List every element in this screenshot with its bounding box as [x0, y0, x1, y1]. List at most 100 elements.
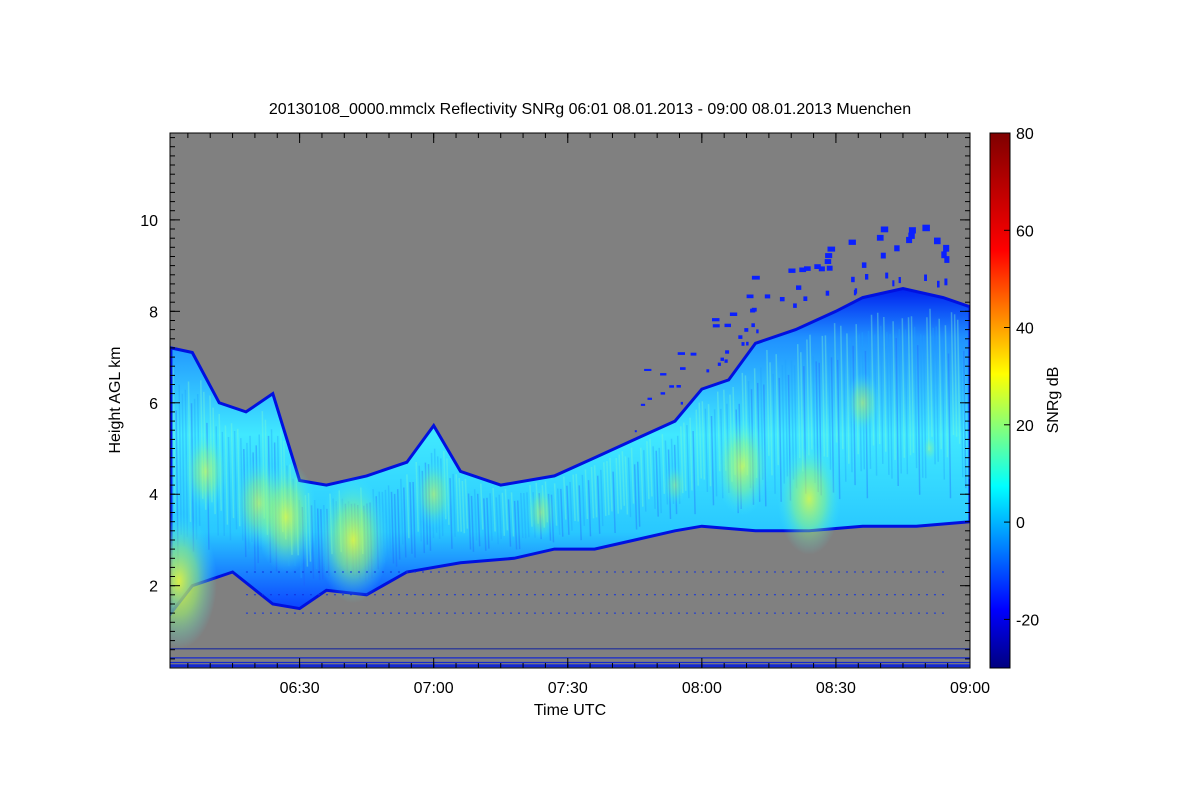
ice-speckle [814, 264, 821, 269]
echo-streak [640, 447, 644, 507]
ice-speckle [647, 397, 652, 400]
echo-streak [455, 474, 459, 532]
ice-speckle [937, 280, 940, 288]
ice-speckle [880, 226, 889, 233]
echo-streak [766, 349, 770, 456]
colorbar-scale [989, 132, 1011, 669]
ice-speckle [751, 307, 757, 312]
ice-speckle [892, 280, 895, 287]
ice-speckle [712, 318, 720, 322]
ice-speckle [934, 237, 941, 245]
colorbar-tick-label: 40 [1016, 321, 1034, 338]
reflectivity-cell [525, 485, 557, 540]
ice-speckle [944, 256, 950, 263]
ice-speckle [677, 352, 685, 355]
echo-streak [390, 491, 395, 564]
echo-streak [692, 430, 696, 515]
reflectivity-cell [170, 513, 217, 649]
ice-speckle [876, 234, 884, 241]
echo-streak [833, 323, 838, 443]
echo-streak [898, 329, 902, 474]
ice-speckle [824, 259, 832, 264]
echo-streak [520, 492, 524, 539]
echo-streak [643, 450, 647, 512]
ice-speckle [725, 350, 730, 354]
echo-streak [624, 456, 629, 515]
ice-speckle [793, 303, 797, 308]
echo-streak [926, 317, 930, 451]
echo-streak [920, 334, 924, 478]
ice-speckle [660, 373, 667, 376]
echo-streak [704, 408, 709, 493]
echo-streak [960, 342, 964, 478]
x-axis-label: Time UTC [534, 702, 606, 719]
echo-streak [910, 316, 915, 453]
y-tick-label: 8 [149, 304, 158, 321]
ice-speckle [906, 236, 913, 244]
x-tick-label: 08:00 [682, 680, 722, 697]
echo-streak [618, 454, 622, 510]
ice-speckle [826, 265, 833, 271]
echo-streak [498, 494, 502, 540]
echo-streak [556, 488, 561, 535]
echo-streak [578, 485, 582, 541]
ice-speckle [746, 341, 749, 346]
echo-streak [938, 318, 942, 450]
plot-frame [169, 132, 971, 669]
x-tick-label: 09:00 [950, 680, 990, 697]
echo-streak [596, 475, 601, 534]
echo-layer [170, 224, 970, 649]
echo-streak [590, 466, 595, 519]
reflectivity-cell [663, 465, 687, 506]
echo-streak [464, 478, 469, 529]
ice-speckle [676, 385, 681, 388]
echo-streak [710, 415, 715, 506]
ice-speckle [640, 403, 646, 406]
echo-streak [880, 325, 884, 464]
echo-streak [655, 450, 659, 517]
ice-speckle [898, 277, 901, 284]
x-tick-label: 06:30 [280, 680, 320, 697]
x-axis-ticks: 06:30 07:00 07:30 08:00 08:30 09:00 [187, 133, 990, 697]
ice-speckle [680, 367, 686, 370]
echo-streak [806, 339, 810, 456]
reflectivity-cell [317, 476, 389, 604]
echo-streak [172, 365, 176, 512]
echo-streak [876, 312, 881, 445]
echo-streak [507, 499, 512, 547]
y-tick-label: 2 [149, 579, 158, 596]
echo-streak [840, 325, 844, 450]
ice-speckle [660, 392, 666, 395]
ice-speckle [634, 430, 637, 433]
echo-band-edge [170, 286, 970, 617]
ice-speckle [669, 385, 674, 388]
ice-speckle [788, 268, 796, 273]
ice-speckle [644, 368, 652, 371]
echo-streak [950, 312, 955, 436]
echo-streak [686, 425, 690, 499]
echo-streak [553, 483, 558, 526]
echo-streak [689, 417, 693, 491]
echo-streak [492, 487, 496, 532]
echo-streak [178, 384, 182, 535]
echo-streak [886, 332, 890, 475]
colorbar-tick-label: 80 [1016, 126, 1034, 143]
echo-streak [633, 464, 638, 530]
echo-streak [775, 354, 779, 466]
y-tick-label: 10 [140, 213, 158, 230]
echo-streak [892, 321, 896, 461]
echo-streak [470, 495, 475, 552]
echo-streak [935, 326, 939, 462]
echo-streak [600, 469, 604, 527]
echo-streak [501, 492, 506, 536]
echo-streak [615, 457, 619, 514]
ice-speckle [865, 274, 869, 280]
colorbar: -20 0 20 40 60 80 SNRg dB [989, 126, 1062, 669]
ice-speckle [922, 224, 930, 232]
reflectivity-cell [845, 372, 880, 433]
ice-speckle [827, 246, 836, 252]
ice-speckle [706, 369, 710, 373]
reflectivity-cell [183, 432, 228, 511]
echo-streak [400, 478, 404, 545]
